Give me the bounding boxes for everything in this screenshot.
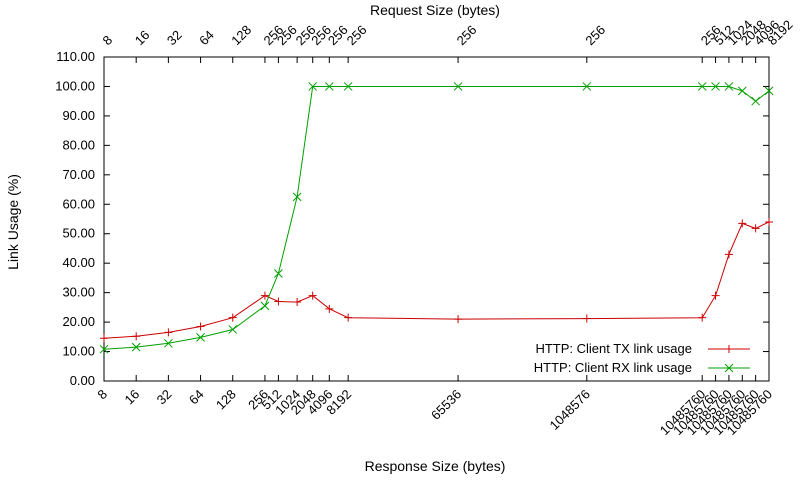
y-tick-label: 10.00 (62, 344, 95, 359)
x-tick-label: 8 (94, 387, 110, 403)
data-point (132, 332, 141, 341)
data-point (324, 82, 334, 91)
y-axis-title: Link Usage (%) (5, 174, 21, 270)
data-point (711, 82, 720, 91)
y-tick-label: 100.00 (55, 78, 95, 93)
x2-tick-label: 256 (582, 22, 608, 48)
legend-marker (724, 363, 734, 373)
x-axis-title: Response Size (bytes) (365, 458, 506, 474)
y-axis: 0.00 10.00 20.00 30.00 40.00 50.00 60.00 70.00 8… (55, 49, 769, 388)
data-point (724, 250, 733, 259)
y-tick-label: 30.00 (62, 285, 95, 300)
x2-tick-label: 256 (454, 22, 480, 48)
data-point (751, 224, 760, 233)
data-point (737, 86, 747, 96)
data-point (196, 333, 205, 342)
data-point (274, 297, 283, 306)
data-point (765, 217, 773, 226)
data-point (738, 219, 747, 228)
data-point (308, 291, 317, 300)
y-tick-label: 50.00 (62, 226, 95, 241)
series-1 (99, 82, 774, 354)
series-line (103, 86, 770, 350)
data-point (697, 82, 707, 91)
series-0 (100, 217, 773, 343)
y-tick-label: 80.00 (62, 137, 95, 152)
plot-frame (103, 56, 770, 382)
y-tick-label: 70.00 (62, 167, 95, 182)
y-tick-label: 110.00 (56, 49, 95, 64)
data-point (764, 86, 774, 96)
data-point (308, 82, 318, 91)
x2-axis-title: Request Size (bytes) (370, 2, 500, 18)
data-point (343, 82, 353, 91)
x2-tick-label: 16 (132, 27, 153, 48)
x-tick-label: 32 (154, 387, 175, 408)
data-point (292, 192, 302, 202)
data-point (711, 291, 720, 300)
data-point (751, 96, 760, 106)
plot-border (103, 56, 770, 382)
data-point (724, 82, 734, 91)
y-tick-label: 20.00 (62, 314, 95, 329)
data-point (196, 322, 205, 331)
x2-tick-label: 256 (344, 22, 370, 48)
legend: HTTP: Client TX link usage HTTP: Client R… (534, 341, 750, 375)
x2-tick-label: 32 (164, 27, 185, 48)
data-point (454, 315, 463, 324)
data-point (260, 301, 270, 311)
legend-label: HTTP: Client RX link usage (534, 360, 692, 375)
x2-tick-label: 8 (100, 32, 116, 48)
y-tick-label: 40.00 (62, 255, 95, 270)
x-tick-label: 65536 (428, 387, 464, 423)
data-point (131, 342, 141, 352)
y-tick-label: 0.00 (70, 373, 95, 388)
x-tick-label: 64 (186, 387, 207, 408)
x-tick-label: 16 (121, 387, 142, 408)
series-layer (99, 82, 774, 354)
legend-label: HTTP: Client TX link usage (535, 341, 692, 356)
x-tick-label: 128 (213, 387, 239, 413)
x-tick-label: 1048576 (547, 387, 593, 433)
data-point (260, 291, 269, 300)
data-point (453, 82, 463, 91)
data-point (274, 269, 283, 278)
data-point (164, 328, 173, 337)
data-point (293, 298, 302, 307)
y-tick-label: 60.00 (62, 196, 95, 211)
data-point (100, 334, 108, 343)
legend-marker (725, 345, 733, 353)
data-point (698, 313, 707, 322)
data-point (228, 325, 238, 334)
data-point (344, 313, 353, 322)
data-point (582, 314, 591, 323)
data-point (325, 304, 334, 313)
y-tick-label: 90.00 (62, 108, 95, 123)
series-line (103, 221, 770, 339)
data-point (228, 313, 237, 322)
x2-tick-label: 64 (196, 27, 217, 48)
data-point (99, 344, 109, 354)
data-point (582, 82, 592, 91)
x2-tick-label: 128 (228, 22, 254, 48)
data-point (164, 338, 173, 348)
